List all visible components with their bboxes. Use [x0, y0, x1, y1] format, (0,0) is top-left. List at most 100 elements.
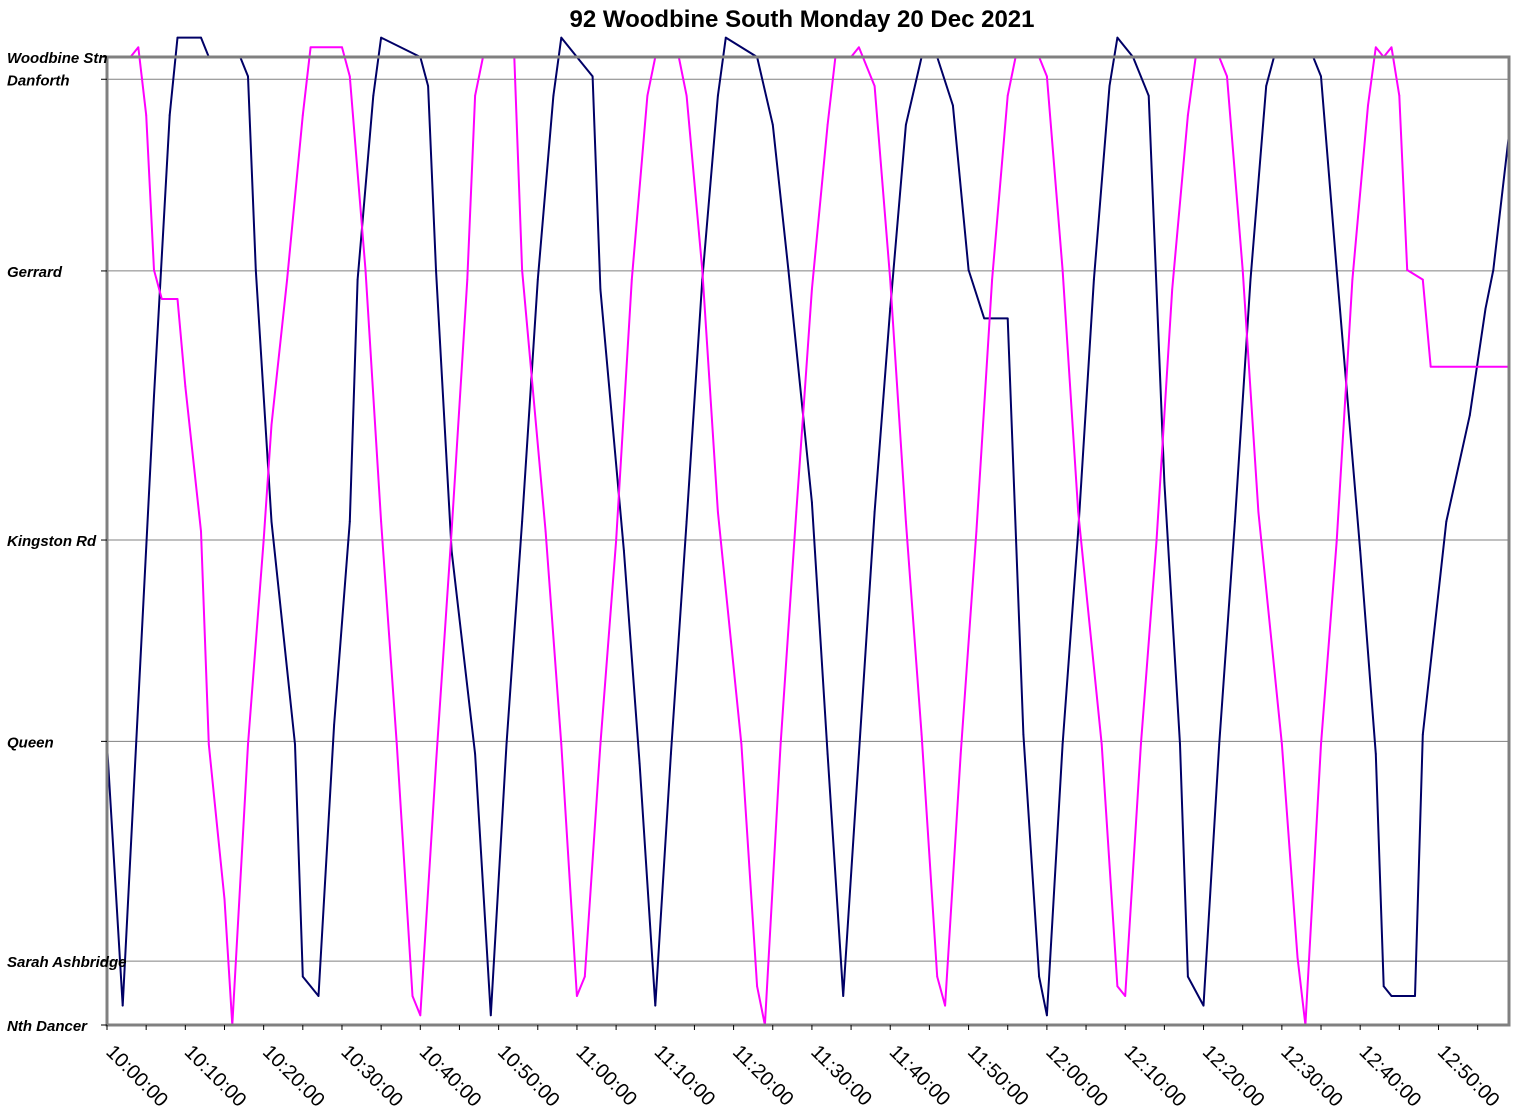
series-point-1 [1006, 317, 1009, 320]
series-point-2 [1241, 269, 1244, 271]
stop-label: Nth Dancer [7, 1018, 88, 1035]
series-point-1 [787, 269, 790, 271]
stop-label: Gerrard [7, 264, 63, 281]
series-point-1 [1445, 520, 1448, 523]
plot-frame [105, 55, 1511, 1027]
stop-label: Sarah Ashbridge [7, 954, 126, 971]
series-point-1 [1163, 482, 1166, 484]
series-point-1 [1022, 733, 1025, 736]
series-point-1 [536, 278, 539, 281]
series-point-2 [301, 114, 304, 116]
series-layer [106, 36, 1510, 1026]
chart-title: 92 Woodbine South Monday 20 Dec 2021 [569, 6, 1035, 33]
series-point-2 [1155, 540, 1158, 542]
series-point-2 [1406, 269, 1409, 271]
stop-label: Woodbine Stn [7, 50, 108, 67]
series-point-2 [1171, 288, 1174, 291]
series-point-1 [654, 1004, 657, 1007]
series-point-1 [1249, 278, 1252, 281]
series-point-2 [583, 975, 586, 978]
x-tick-label: 10:10:00 [180, 1041, 251, 1112]
series-point-1 [317, 995, 320, 997]
series-point-1 [552, 94, 555, 97]
series-point-2 [1045, 75, 1048, 78]
series-point-2 [1139, 743, 1142, 746]
series-point-1 [1468, 414, 1471, 417]
series-point-1 [599, 288, 602, 291]
x-tick-label: 12:00:00 [1041, 1041, 1112, 1112]
series-point-1 [1374, 753, 1377, 755]
series-point-2 [1351, 278, 1354, 281]
series-point-2 [615, 540, 618, 542]
series-point-2 [1061, 269, 1064, 271]
series-point-2 [1226, 75, 1228, 78]
series-point-1 [153, 394, 155, 397]
series-point-2 [1100, 743, 1103, 746]
series-line-2 [107, 46, 1509, 1026]
series-point-1 [983, 317, 986, 320]
x-tick-label: 11:50:00 [963, 1041, 1033, 1111]
series-point-2 [145, 114, 148, 116]
series-point-2 [341, 46, 343, 49]
series-point-1 [254, 269, 257, 271]
series-point-1 [685, 520, 688, 523]
series-point-1 [1045, 1014, 1048, 1017]
x-tick-label: 11:00:00 [571, 1041, 641, 1111]
x-tick-label: 11:10:00 [650, 1041, 720, 1111]
series-point-1 [1179, 743, 1181, 746]
series-point-1 [1202, 1004, 1205, 1007]
series-point-2 [920, 733, 923, 736]
series-point-2 [450, 530, 453, 533]
series-point-2 [1077, 511, 1080, 513]
series-point-1 [623, 549, 625, 552]
series-point-2 [1320, 743, 1322, 746]
series-point-1 [1484, 307, 1487, 310]
series-point-2 [560, 743, 563, 746]
series-point-1 [967, 269, 970, 271]
series-point-2 [795, 511, 798, 513]
stop-label: Queen [7, 734, 54, 751]
series-point-1 [724, 36, 727, 39]
series-point-2 [1280, 743, 1283, 746]
series-point-1 [270, 520, 273, 523]
series-point-2 [262, 540, 265, 542]
x-tick-label: 11:20:00 [728, 1041, 798, 1111]
x-tick-label: 12:20:00 [1198, 1041, 1269, 1112]
series-point-1 [889, 307, 892, 310]
series-point-2 [779, 743, 782, 746]
series-point-1 [670, 753, 672, 755]
series-point-2 [1335, 540, 1338, 542]
series-point-2 [646, 94, 649, 97]
series-point-1 [348, 520, 351, 523]
x-tick-label: 10:20:00 [258, 1041, 329, 1112]
series-point-1 [1320, 75, 1322, 78]
series-point-1 [638, 762, 641, 765]
series-point-2 [717, 511, 719, 513]
series-point-2 [411, 995, 414, 997]
grid-layer [107, 56, 1509, 962]
series-point-1 [1335, 269, 1338, 271]
series-point-2 [701, 269, 704, 271]
x-tick-label: 12:30:00 [1276, 1041, 1347, 1112]
series-point-2 [1374, 46, 1377, 49]
series-point-2 [1124, 995, 1127, 997]
series-point-1 [372, 94, 375, 97]
series-point-2 [1429, 365, 1432, 368]
series-point-1 [333, 724, 336, 726]
series-point-2 [826, 123, 829, 126]
series-point-1 [505, 743, 508, 746]
series-point-1 [1233, 520, 1236, 523]
series-point-2 [975, 530, 978, 533]
x-tick-label: 12:10:00 [1120, 1041, 1191, 1112]
series-point-2 [1367, 104, 1369, 107]
series-point-1 [717, 94, 719, 97]
series-point-1 [858, 753, 860, 755]
series-point-1 [294, 743, 296, 746]
series-point-2 [1421, 278, 1424, 281]
series-line-1 [106, 36, 1510, 1017]
series-point-1 [1390, 995, 1393, 997]
x-tick-label: 11:30:00 [806, 1041, 876, 1111]
series-point-2 [1186, 114, 1189, 116]
series-point-1 [811, 501, 813, 504]
